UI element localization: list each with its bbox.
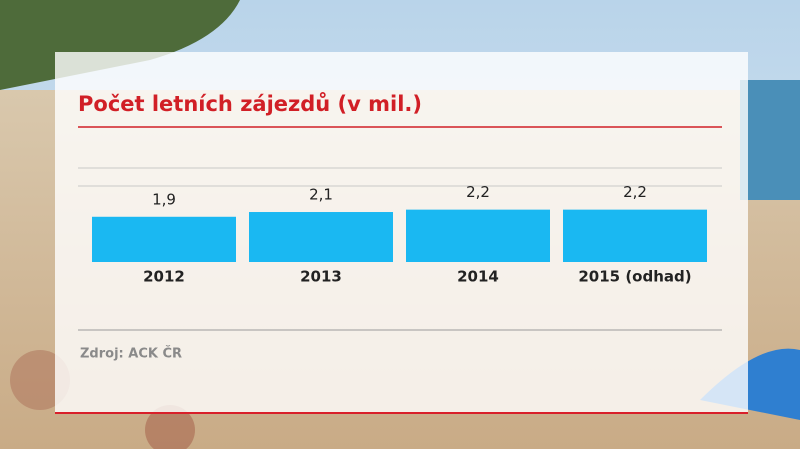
- bar: [563, 209, 707, 262]
- bar: [406, 209, 550, 262]
- bar: [92, 216, 236, 262]
- value-label: 2,2: [466, 183, 490, 201]
- chart-title: Počet letních zájezdů (v mil.): [78, 92, 422, 116]
- source-note: Zdroj: ACK ČR: [80, 346, 182, 362]
- x-tick-label: 2013: [300, 268, 342, 286]
- value-label: 2,2: [623, 183, 647, 201]
- bar: [249, 212, 393, 262]
- value-label: 1,9: [152, 190, 176, 208]
- x-tick-label: 2015 (odhad): [578, 268, 691, 286]
- x-tick-label: 2014: [457, 268, 499, 286]
- decor-lines: [78, 167, 722, 331]
- value-label: 2,1: [309, 186, 333, 204]
- x-tick-label: 2012: [143, 268, 185, 286]
